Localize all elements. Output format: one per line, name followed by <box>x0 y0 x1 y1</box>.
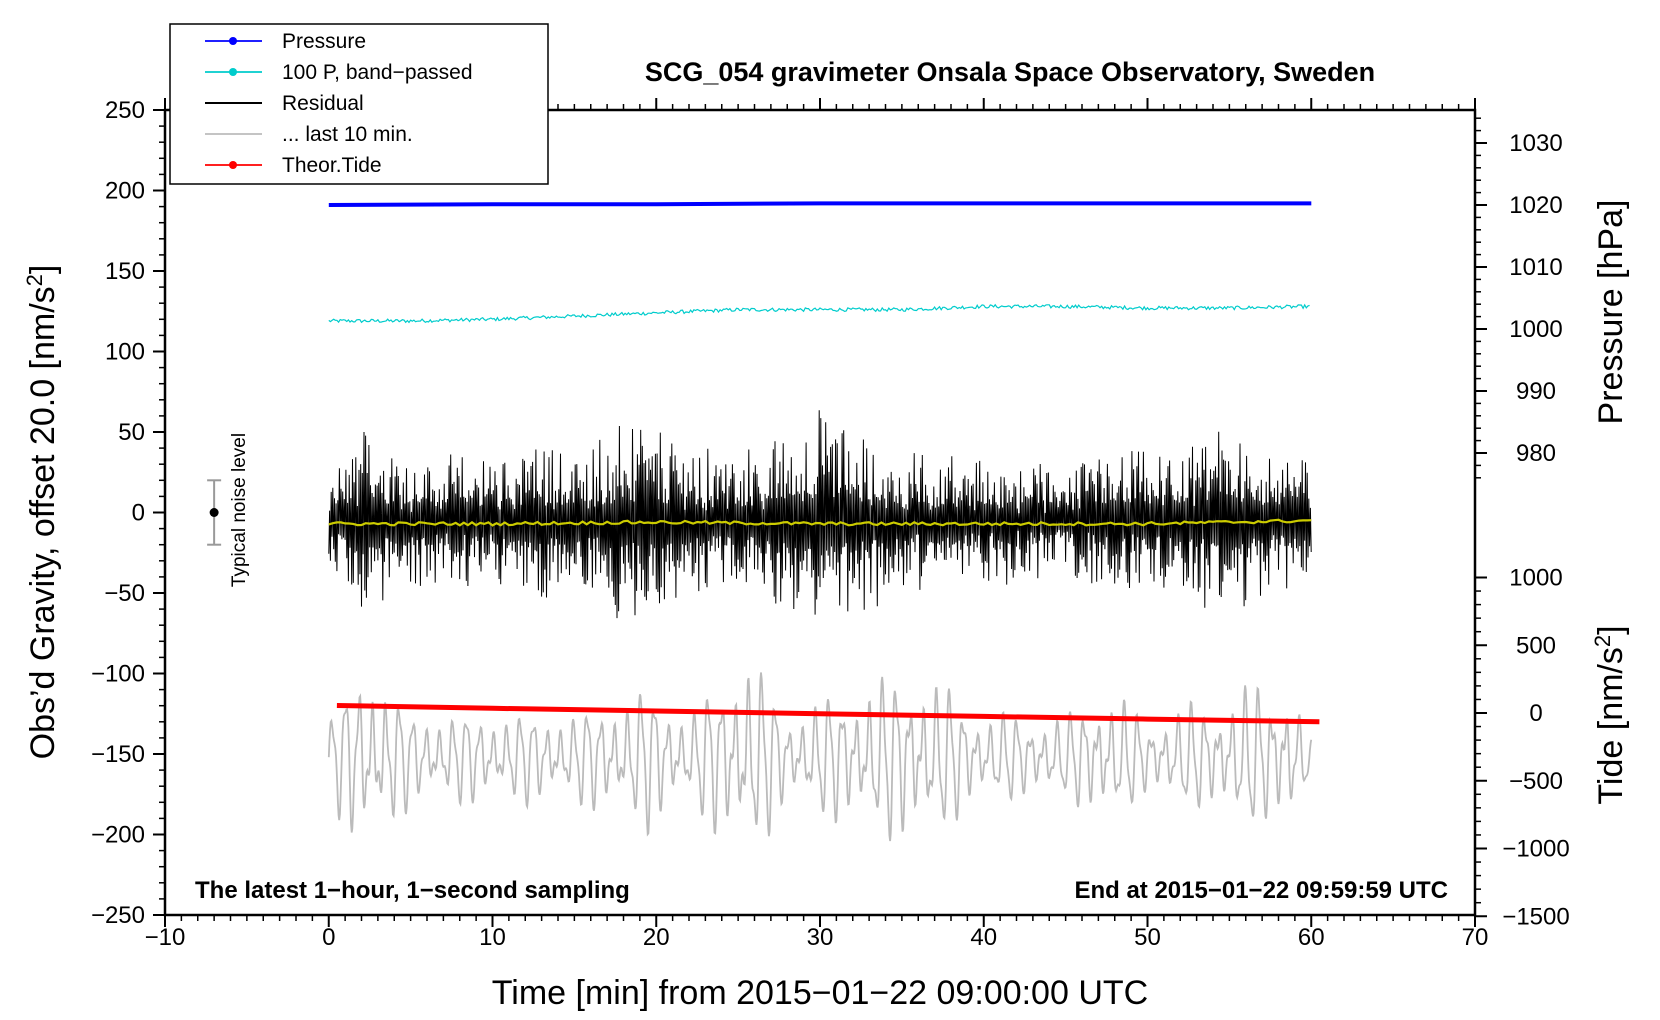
legend-marker <box>229 161 237 169</box>
x-tick-label: 70 <box>1462 924 1489 951</box>
x-tick-label: 0 <box>322 924 335 951</box>
legend-marker <box>229 68 237 76</box>
x-axis-label: Time [min] from 2015−01−22 09:00:00 UTC <box>492 974 1148 1012</box>
x-tick-label: 10 <box>479 924 506 951</box>
y-axis-label-pressure: Pressure [hPa] <box>1592 200 1630 425</box>
legend: Pressure 100 P, band−passed Residual ... la… <box>169 23 549 185</box>
y-tick-label: 0 <box>132 500 145 527</box>
x-tick-label: 60 <box>1298 924 1325 951</box>
legend-label: 100 P, band−passed <box>282 61 473 84</box>
tide-tick-label: −1500 <box>1502 903 1569 930</box>
x-tick-label: 20 <box>643 924 670 951</box>
data-layer <box>207 201 1320 842</box>
x-tick-label: 50 <box>1134 924 1161 951</box>
noise-bar-point <box>209 508 219 517</box>
pressure-tick-label: 990 <box>1516 378 1556 405</box>
pressure-tick-label: 1020 <box>1509 192 1562 219</box>
pressure-tick-label: 1010 <box>1509 254 1562 281</box>
y-tick-label: 250 <box>105 97 145 124</box>
series-residual-mean <box>328 518 1312 527</box>
y-axis-label-tide: Tide [nm/s2] <box>1590 625 1630 804</box>
legend-label: ... last 10 min. <box>282 123 413 146</box>
tide-tick-label: −1000 <box>1502 836 1569 863</box>
y-tick-label: −150 <box>91 741 145 768</box>
y-tick-label: −100 <box>91 661 145 688</box>
series-band-passed <box>328 303 1310 324</box>
y-tick-label: 50 <box>118 419 145 446</box>
legend-label: Residual <box>282 92 364 115</box>
y-tick-label: 150 <box>105 258 145 285</box>
tide-tick-label: 0 <box>1529 700 1542 727</box>
tide-tick-label: 500 <box>1516 632 1556 659</box>
x-tick-label: 40 <box>970 924 997 951</box>
y-tick-label: −200 <box>91 822 145 849</box>
x-tick-label: 30 <box>807 924 834 951</box>
legend-marker <box>229 37 237 45</box>
pressure-tick-label: 980 <box>1516 440 1556 467</box>
tide-tick-label: −500 <box>1509 768 1563 795</box>
series-last-10-min <box>327 672 1313 842</box>
legend-label: Pressure <box>282 30 366 53</box>
x-tick-label: −10 <box>145 924 186 951</box>
series-residual <box>328 410 1312 619</box>
y-tick-label: 100 <box>105 339 145 366</box>
pressure-tick-label: 1030 <box>1509 130 1562 157</box>
ticks-layer: −10 0 10 20 30 40 50 60 70250200150100500−50−100… <box>91 97 1570 951</box>
y-tick-label: 200 <box>105 178 145 205</box>
series-theor-tide <box>336 703 1320 725</box>
tide-tick-label: 1000 <box>1509 565 1562 592</box>
y-tick-label: −250 <box>91 902 145 929</box>
pressure-tick-label: 1000 <box>1509 316 1562 343</box>
y-axis-label-left: Obs’d Gravity, offset 20.0 [nm/s2] <box>22 265 62 760</box>
y-tick-label: −50 <box>104 580 145 607</box>
annotation-bottom-right: End at 2015−01−22 09:59:59 UTC <box>1074 877 1448 904</box>
series-pressure <box>328 201 1312 207</box>
chart-title: SCG_054 gravimeter Onsala Space Observat… <box>645 57 1375 87</box>
noise-level-label: Typical noise level <box>229 433 250 587</box>
annotation-bottom-left: The latest 1−hour, 1−second sampling <box>195 877 630 904</box>
legend-label: Theor.Tide <box>282 154 382 177</box>
